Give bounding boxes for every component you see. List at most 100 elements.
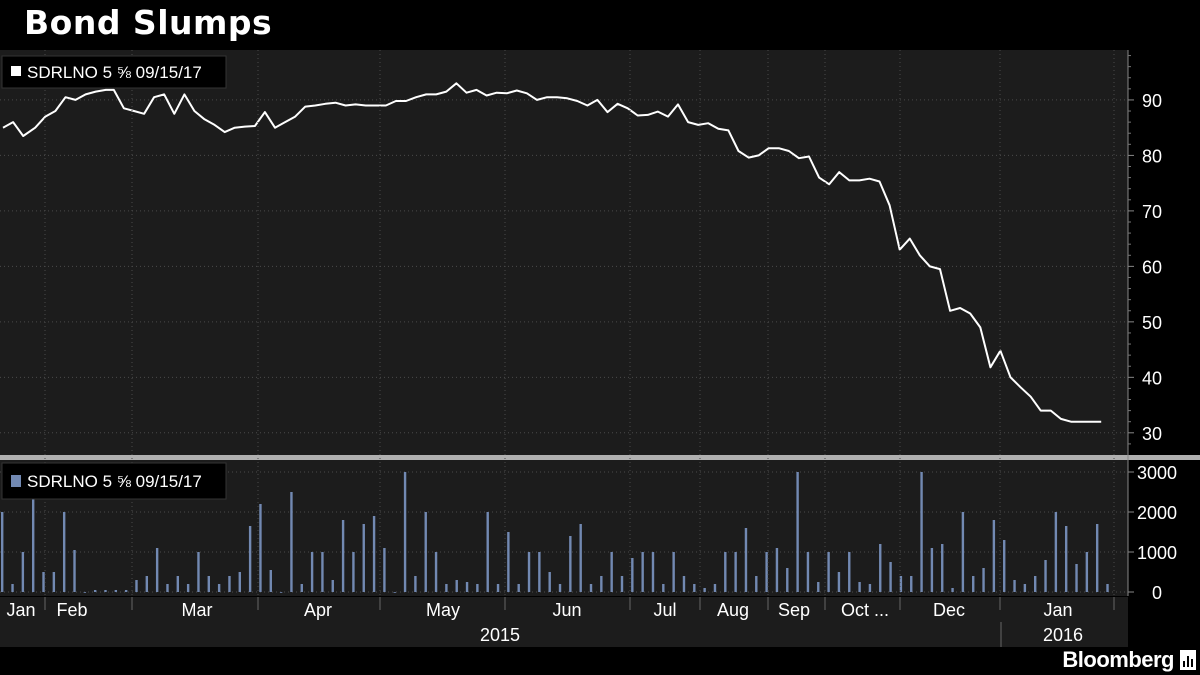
volume-bar xyxy=(114,590,118,592)
x-tick-label: Sep xyxy=(778,600,810,620)
volume-bar xyxy=(1106,584,1109,592)
volume-legend[interactable]: SDRLNO 5 ⅝ 09/15/17 xyxy=(1,462,227,500)
volume-bar xyxy=(217,584,221,592)
volume-bar xyxy=(331,580,334,592)
price-tick-label: 70 xyxy=(1142,202,1162,222)
x-tick-label: Apr xyxy=(304,600,332,620)
price-legend[interactable]: SDRLNO 5 ⅝ 09/15/17 xyxy=(1,55,227,89)
volume-bar xyxy=(589,584,593,592)
x-tick-labels: Jan Feb Mar Apr May Jun Jul Aug Sep Oct ... Dec Jan xyxy=(6,600,1073,647)
volume-bar xyxy=(765,552,768,592)
price-line xyxy=(2,82,1102,423)
volume-bar xyxy=(393,592,396,593)
bloomberg-logo: Bloomberg xyxy=(1062,647,1196,673)
volume-bar xyxy=(259,504,262,592)
x-tick-label: Oct ... xyxy=(841,600,889,620)
volume-bar xyxy=(455,580,458,592)
year-label: 2016 xyxy=(1043,625,1083,645)
volume-tick-label: 1000 xyxy=(1137,543,1177,563)
volume-bar xyxy=(269,570,272,592)
volume-bar xyxy=(672,552,675,592)
volume-bar xyxy=(817,582,820,592)
volume-bar xyxy=(972,576,975,592)
volume-bar xyxy=(11,584,14,592)
volume-bar xyxy=(507,532,510,592)
volume-bar xyxy=(279,592,283,593)
volume-bar xyxy=(290,492,293,592)
volume-bar xyxy=(1,512,4,592)
volume-bar xyxy=(238,572,241,592)
volume-bar xyxy=(310,552,314,592)
volume-bar xyxy=(796,472,799,592)
x-tick-label: Dec xyxy=(933,600,965,620)
price-series xyxy=(2,82,1102,423)
volume-bar xyxy=(1075,564,1078,592)
volume-bar xyxy=(569,536,572,592)
volume-bar xyxy=(1023,584,1027,592)
volume-bar xyxy=(155,548,159,592)
volume-bar xyxy=(424,512,427,592)
volume-tick-label: 3000 xyxy=(1137,463,1177,483)
panel-separator xyxy=(0,455,1200,460)
volume-bar xyxy=(920,472,923,592)
volume-bar xyxy=(848,552,851,592)
volume-bar xyxy=(486,512,489,592)
x-tick-label: Feb xyxy=(56,600,87,620)
volume-bar xyxy=(93,590,97,592)
volume-bar xyxy=(434,552,438,592)
volume-tick-label: 2000 xyxy=(1137,503,1177,523)
volume-bar xyxy=(73,550,76,592)
volume-bar xyxy=(517,584,520,592)
volume-bar xyxy=(858,582,861,592)
volume-bar xyxy=(693,584,696,592)
price-panel xyxy=(0,50,1128,455)
volume-bar xyxy=(383,548,386,592)
volume-bar xyxy=(527,552,531,592)
volume-bar xyxy=(321,552,324,592)
volume-bar xyxy=(372,516,376,592)
volume-bar xyxy=(83,592,87,593)
chart-title: Bond Slumps xyxy=(24,3,273,42)
volume-bar xyxy=(31,496,35,592)
volume-bar xyxy=(961,512,965,592)
x-tick-label: Aug xyxy=(717,600,749,620)
volume-bar xyxy=(837,572,841,592)
volume-bar xyxy=(734,552,737,592)
volume-bar xyxy=(145,576,149,592)
volume-bar xyxy=(951,588,954,592)
volume-bar xyxy=(207,576,210,592)
volume-bar xyxy=(104,590,107,592)
volume-bar xyxy=(186,584,190,592)
volume-bar xyxy=(476,584,479,592)
year-label: 2015 xyxy=(480,625,520,645)
volume-tick-label: 0 xyxy=(1152,583,1162,603)
volume-bar xyxy=(827,552,830,592)
volume-bar xyxy=(682,576,686,592)
volume-bar xyxy=(1085,552,1089,592)
volume-bar xyxy=(538,552,541,592)
volume-bar xyxy=(496,584,500,592)
volume-bar xyxy=(341,520,345,592)
x-tick-label: Jul xyxy=(653,600,676,620)
price-y-ticks: 30 40 50 60 70 80 90 xyxy=(1128,55,1162,445)
brand-text: Bloomberg xyxy=(1062,647,1174,672)
volume-bar xyxy=(228,576,231,592)
volume-bar xyxy=(124,590,128,592)
volume-bar xyxy=(52,572,56,592)
volume-bar xyxy=(631,558,634,592)
volume-bar xyxy=(941,544,944,592)
volume-bar xyxy=(641,552,644,592)
volume-bar xyxy=(1003,540,1006,592)
volume-bar xyxy=(1064,526,1068,592)
volume-bar xyxy=(248,526,252,592)
volume-bar xyxy=(806,552,810,592)
volume-bar xyxy=(414,576,417,592)
volume-bar xyxy=(1044,560,1047,592)
volume-bar xyxy=(600,576,603,592)
volume-bar xyxy=(362,524,365,592)
volume-bar xyxy=(786,568,789,592)
volume-bar xyxy=(610,552,613,592)
price-tick-label: 60 xyxy=(1142,257,1162,277)
volume-bar xyxy=(176,576,180,592)
volume-bar xyxy=(352,552,355,592)
